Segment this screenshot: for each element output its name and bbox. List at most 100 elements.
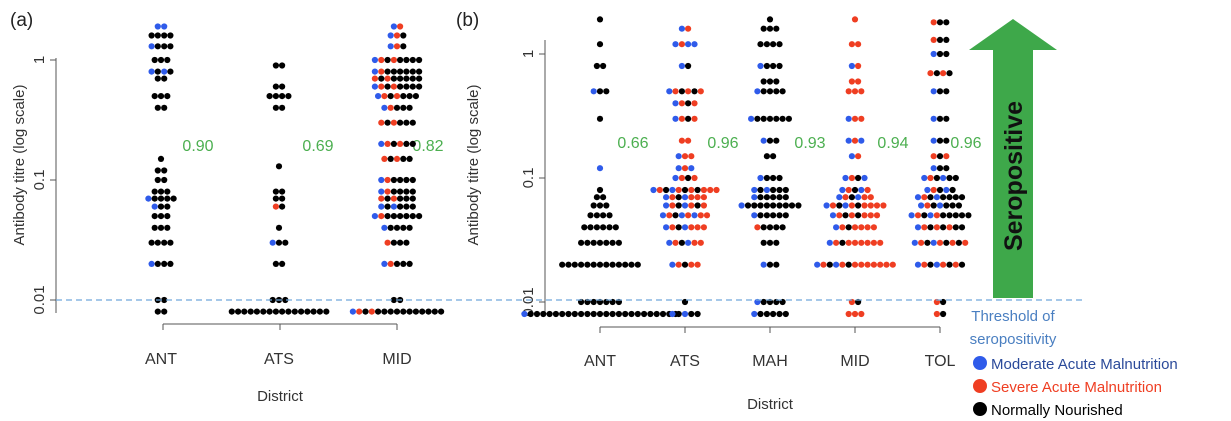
data-point-severe: [703, 212, 711, 219]
data-point-normal: [933, 174, 941, 182]
data-point-normal: [235, 308, 242, 315]
data-point-normal: [161, 32, 168, 39]
data-point-normal: [157, 203, 165, 210]
data-point-severe: [700, 202, 708, 209]
panel-a-category-ats: ATS: [264, 351, 294, 368]
data-point-normal: [855, 174, 862, 182]
data-point-normal: [770, 153, 777, 160]
data-point-moderate: [688, 165, 695, 172]
data-point-normal: [154, 75, 161, 82]
data-point-moderate: [375, 93, 382, 100]
data-point-severe: [848, 78, 856, 85]
data-point-severe: [851, 16, 859, 23]
data-point-normal: [766, 137, 774, 144]
data-point-severe: [685, 212, 692, 219]
data-point-normal: [161, 296, 168, 304]
data-point-normal: [393, 260, 401, 267]
data-point-normal: [397, 119, 404, 126]
data-point-normal: [282, 239, 289, 246]
data-point-moderate: [666, 239, 673, 246]
data-point-normal: [272, 260, 279, 267]
data-point-normal: [763, 41, 771, 48]
data-point-normal: [681, 186, 689, 194]
data-point-normal: [943, 165, 950, 172]
data-point-normal: [390, 239, 397, 246]
data-point-normal: [291, 308, 298, 315]
data-point-moderate: [669, 186, 676, 194]
data-point-severe: [851, 239, 859, 246]
data-point-normal: [763, 62, 771, 70]
seropositive-arrow: Seropositive: [969, 19, 1057, 298]
data-point-severe: [694, 224, 701, 231]
data-point-normal: [157, 213, 165, 220]
data-point-normal: [612, 224, 619, 231]
data-point-normal: [406, 224, 413, 231]
data-point-normal: [766, 88, 774, 95]
data-point-severe: [829, 202, 837, 209]
data-point-moderate: [685, 239, 692, 246]
data-point-normal: [161, 43, 168, 50]
data-point-normal: [403, 188, 410, 195]
data-point-normal: [400, 260, 407, 267]
data-point-normal: [397, 75, 404, 82]
data-point-normal: [958, 224, 966, 231]
data-point-normal: [776, 62, 783, 70]
data-point-normal: [839, 239, 846, 246]
data-point-moderate: [930, 115, 937, 122]
data-point-normal: [157, 188, 165, 195]
data-point-severe: [870, 239, 878, 246]
data-point-normal: [751, 202, 758, 209]
data-point-normal: [678, 88, 686, 95]
panel-a-category-ant: ANT: [145, 351, 177, 368]
panel-b: (b) Antibody titre (log scale) 1 0.1 0.0…: [456, 10, 982, 413]
data-point-normal: [766, 239, 774, 246]
data-point-normal: [247, 308, 254, 315]
data-point-normal: [590, 239, 597, 246]
panel-b-x-axis: [599, 326, 941, 333]
threshold-label-line2: seropositivity: [970, 331, 1057, 348]
data-point-severe: [381, 155, 388, 162]
data-point-normal: [157, 56, 165, 64]
data-point-normal: [845, 224, 852, 231]
data-point-normal: [766, 224, 774, 231]
data-point-normal: [578, 239, 585, 246]
data-point-moderate: [681, 194, 689, 201]
data-point-normal: [659, 310, 667, 318]
panel-b-xlabel: District: [747, 396, 794, 413]
data-point-severe: [877, 239, 884, 246]
data-point-normal: [151, 213, 158, 220]
data-point-normal: [167, 68, 174, 75]
data-point-normal: [397, 195, 404, 202]
data-point-normal: [164, 56, 171, 64]
data-point-moderate: [378, 203, 385, 210]
data-point-normal: [773, 115, 780, 122]
data-point-normal: [760, 298, 767, 306]
legend-moderate-marker: [973, 356, 987, 370]
data-point-moderate: [663, 202, 670, 209]
data-point-severe: [842, 194, 849, 201]
data-point-normal: [403, 83, 410, 90]
data-point-moderate: [930, 88, 937, 95]
data-point-severe: [384, 188, 391, 195]
data-point-normal: [406, 308, 413, 315]
data-point-severe: [870, 261, 878, 268]
data-point-severe: [688, 261, 695, 268]
data-point-severe: [845, 88, 852, 95]
data-point-moderate: [855, 194, 862, 201]
data-point-severe: [393, 43, 401, 50]
data-point-normal: [409, 68, 416, 75]
data-point-moderate: [918, 202, 925, 209]
data-point-moderate: [924, 186, 931, 194]
data-point-severe: [877, 261, 884, 268]
data-point-normal: [936, 115, 944, 122]
data-point-normal: [845, 261, 852, 268]
data-point-moderate: [148, 260, 155, 267]
data-point-normal: [154, 167, 161, 174]
data-point-normal: [855, 202, 862, 209]
data-point-normal: [776, 186, 783, 194]
data-point-normal: [782, 202, 789, 209]
data-point-normal: [587, 224, 594, 231]
data-point-moderate: [148, 68, 155, 75]
data-point-normal: [403, 75, 410, 82]
data-point-severe: [700, 186, 708, 194]
